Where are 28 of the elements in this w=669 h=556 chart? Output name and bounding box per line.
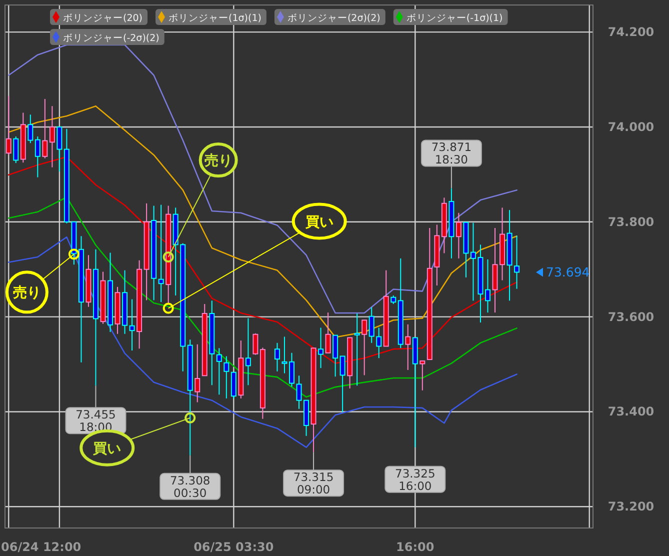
x-tick-label: 06/24 12:00: [1, 540, 82, 554]
y-tick-label: 73.200: [608, 500, 654, 514]
annotation: 73.315 09:00: [283, 452, 344, 497]
annotation: 73.315 09:00: [293, 470, 334, 497]
y-tick-label: 73.600: [608, 310, 654, 324]
annotation: 73.694: [536, 264, 590, 280]
y-tick-label: 74.200: [608, 25, 654, 40]
y-tick-label: 73.400: [608, 404, 654, 419]
annotation: 買い: [92, 440, 122, 457]
annotation: 73.871 18:30: [431, 140, 472, 167]
annotation: 73.325 16:00: [395, 466, 436, 493]
y-tick-label: 73.800: [608, 214, 654, 229]
annotation: 73.871 18:30: [420, 140, 482, 189]
x-tick-label: 16:00: [396, 540, 434, 554]
annotation: 73.308 00:30: [170, 473, 210, 500]
legend-label: ボリンジャー(-1σ)(1): [406, 13, 503, 24]
annotation: 買い: [304, 214, 334, 230]
annotation: 売り: [204, 153, 232, 170]
annotation: 73.325 16:00: [384, 446, 446, 493]
legend-label: ボリンジャー(20): [63, 13, 143, 24]
legend-label: ボリンジャー(1σ)(1): [168, 13, 262, 24]
legend-label: ボリンジャー(2σ)(2): [287, 13, 380, 24]
legend-label: ボリンジャー(-2σ)(2): [63, 33, 160, 44]
y-tick-label: 74.000: [608, 120, 654, 134]
annotation: 73.308 00:30: [160, 454, 221, 500]
annotation: 売り: [12, 285, 41, 302]
annotation: 73.694: [546, 264, 590, 280]
x-tick-label: 06/25 03:30: [194, 540, 274, 554]
